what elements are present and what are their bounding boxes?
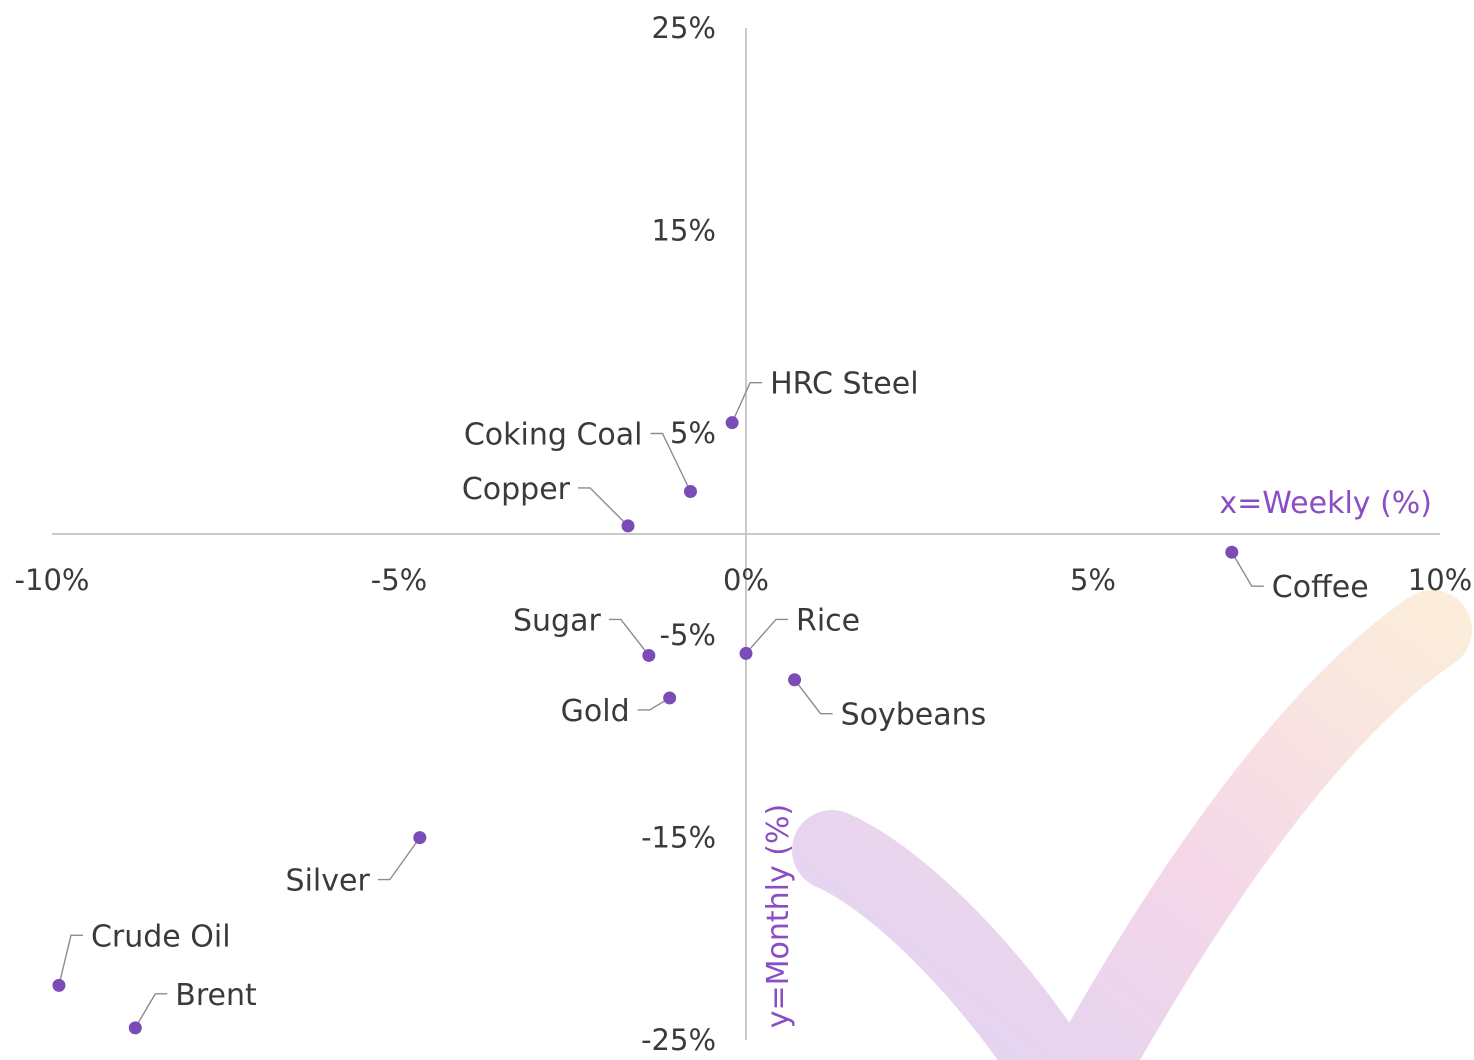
x-tick-label: -10% — [15, 563, 90, 597]
data-label: Coffee — [1272, 570, 1369, 605]
x-tick-label: 10% — [1408, 563, 1472, 597]
y-tick-label: -5% — [660, 618, 716, 652]
data-point-group: Brent — [128, 978, 257, 1035]
leader-line — [1231, 551, 1264, 587]
data-point — [128, 1021, 142, 1035]
y-tick-label: -25% — [641, 1023, 716, 1057]
leader-line — [578, 487, 629, 527]
leader-line — [637, 697, 671, 711]
y-tick-label: 5% — [670, 416, 716, 450]
leader-line — [134, 993, 168, 1029]
data-point — [663, 691, 677, 705]
leader-line — [745, 618, 788, 654]
data-label: Silver — [286, 864, 371, 899]
x-tick-labels: -10% -5% 0% 5% 10% — [15, 563, 1473, 597]
leader-line — [608, 618, 650, 656]
data-point — [1225, 545, 1239, 559]
y-tick-label: -15% — [641, 821, 716, 855]
data-label: Soybeans — [841, 698, 987, 733]
x-tick-label: 5% — [1070, 563, 1116, 597]
data-point-group: HRC Steel — [725, 367, 919, 430]
data-point-group: Copper — [462, 472, 635, 533]
leader-line — [794, 679, 833, 715]
leader-line — [650, 432, 692, 492]
x-tick-label: -5% — [371, 563, 427, 597]
y-tick-label: 15% — [652, 213, 716, 247]
data-point-group: Gold — [561, 691, 677, 729]
x-axis-title: x=Weekly (%) — [1219, 486, 1432, 521]
data-point-group: Crude Oil — [52, 919, 231, 992]
data-point — [788, 673, 802, 687]
y-tick-labels: 25% 15% 5% -5% -15% -25% — [641, 11, 716, 1057]
data-point-group: Silver — [286, 831, 427, 899]
data-label: Crude Oil — [91, 919, 231, 954]
data-label: Gold — [561, 694, 630, 729]
y-axis-title: y=Monthly (%) — [761, 804, 796, 1028]
data-point-group: Rice — [739, 603, 860, 660]
data-point — [642, 648, 656, 662]
leader-line — [58, 934, 83, 986]
data-point — [739, 646, 753, 660]
data-label: Brent — [175, 978, 257, 1013]
data-label: Rice — [796, 603, 860, 638]
leader-line — [731, 381, 763, 423]
data-points: HRC Steel Coking Coal Copper Coffee Sugar Ric… — [52, 367, 1369, 1035]
data-label: Copper — [462, 472, 571, 507]
data-label: Sugar — [513, 603, 601, 638]
data-label: HRC Steel — [770, 367, 918, 402]
data-label: Coking Coal — [464, 417, 643, 452]
data-point-group: Coking Coal — [464, 417, 697, 498]
axes — [52, 28, 1440, 1040]
data-point — [725, 416, 739, 430]
data-point-group: Sugar — [513, 603, 656, 662]
checkmark-watermark — [792, 590, 1472, 1060]
leader-line — [377, 837, 421, 881]
data-point — [683, 484, 697, 498]
x-tick-label: 0% — [723, 563, 769, 597]
data-point — [413, 831, 427, 845]
data-point — [621, 519, 635, 533]
data-point-group: Coffee — [1225, 545, 1369, 605]
y-tick-label: 25% — [652, 11, 716, 45]
data-point-group: Soybeans — [788, 673, 986, 733]
data-point — [52, 978, 66, 992]
